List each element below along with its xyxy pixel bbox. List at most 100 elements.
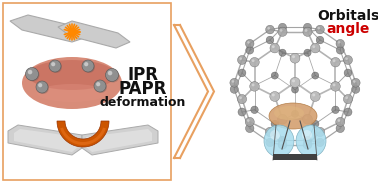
Circle shape [84, 62, 88, 66]
Circle shape [305, 116, 308, 119]
Circle shape [336, 46, 344, 54]
Circle shape [267, 27, 270, 30]
Circle shape [238, 69, 246, 77]
Circle shape [49, 60, 61, 72]
Circle shape [336, 39, 344, 48]
Circle shape [304, 49, 311, 56]
Circle shape [239, 96, 242, 99]
Circle shape [316, 138, 324, 147]
Circle shape [338, 41, 340, 44]
Circle shape [353, 80, 356, 83]
Polygon shape [14, 129, 78, 152]
Circle shape [338, 119, 340, 122]
Circle shape [279, 136, 287, 144]
Circle shape [271, 72, 278, 79]
Circle shape [315, 127, 325, 137]
Polygon shape [57, 121, 109, 147]
Circle shape [267, 129, 270, 132]
Text: PAPR: PAPR [119, 80, 167, 98]
Text: deformation: deformation [100, 96, 186, 109]
Circle shape [232, 80, 234, 83]
Circle shape [345, 57, 348, 60]
Circle shape [28, 70, 33, 74]
Circle shape [277, 114, 287, 124]
Circle shape [270, 92, 280, 101]
Circle shape [303, 140, 312, 149]
Circle shape [105, 68, 118, 81]
Circle shape [318, 27, 320, 30]
Circle shape [311, 120, 319, 128]
Circle shape [343, 94, 353, 104]
Circle shape [271, 120, 279, 128]
Circle shape [336, 124, 344, 132]
Text: angle: angle [326, 22, 370, 36]
Ellipse shape [28, 60, 116, 90]
Circle shape [251, 82, 258, 89]
Polygon shape [60, 128, 106, 145]
Circle shape [83, 61, 95, 73]
Ellipse shape [22, 57, 122, 109]
Circle shape [37, 82, 49, 94]
Circle shape [279, 23, 287, 31]
Circle shape [331, 57, 340, 67]
Circle shape [266, 36, 274, 44]
Circle shape [245, 124, 254, 132]
Circle shape [25, 68, 39, 81]
Circle shape [270, 43, 280, 53]
Polygon shape [82, 125, 158, 155]
Circle shape [247, 41, 250, 44]
Circle shape [305, 29, 308, 32]
Circle shape [344, 69, 352, 77]
Circle shape [230, 78, 239, 87]
Circle shape [50, 61, 62, 73]
Circle shape [317, 129, 320, 132]
Circle shape [333, 83, 336, 86]
Circle shape [96, 82, 100, 86]
Circle shape [290, 53, 300, 63]
Circle shape [230, 85, 239, 93]
Circle shape [333, 59, 336, 62]
Circle shape [250, 82, 259, 91]
Circle shape [312, 94, 315, 96]
Circle shape [331, 82, 340, 91]
Circle shape [310, 92, 320, 101]
Circle shape [239, 57, 242, 60]
Polygon shape [8, 125, 82, 155]
Circle shape [312, 45, 315, 48]
Circle shape [345, 96, 348, 99]
Circle shape [316, 36, 324, 44]
Circle shape [250, 57, 259, 67]
Circle shape [312, 72, 319, 79]
Circle shape [292, 55, 295, 58]
Circle shape [280, 29, 282, 32]
Circle shape [26, 68, 39, 81]
Circle shape [245, 39, 254, 48]
Circle shape [265, 127, 275, 137]
Circle shape [332, 82, 339, 89]
Polygon shape [86, 129, 152, 152]
Circle shape [304, 136, 311, 144]
Circle shape [280, 116, 282, 119]
Circle shape [278, 27, 287, 36]
Circle shape [266, 138, 274, 147]
Circle shape [237, 55, 246, 64]
Circle shape [280, 142, 282, 145]
Circle shape [351, 78, 360, 87]
Circle shape [238, 108, 246, 116]
Circle shape [291, 110, 299, 117]
Circle shape [69, 29, 75, 35]
Circle shape [252, 83, 254, 86]
Circle shape [305, 142, 308, 145]
Circle shape [51, 62, 55, 66]
Circle shape [316, 25, 324, 34]
Circle shape [251, 106, 258, 114]
Circle shape [332, 106, 339, 114]
Polygon shape [10, 15, 90, 42]
Circle shape [247, 119, 250, 122]
Circle shape [245, 117, 254, 126]
Circle shape [107, 70, 119, 83]
Circle shape [279, 49, 286, 56]
Circle shape [304, 23, 311, 31]
Circle shape [303, 114, 312, 124]
Circle shape [252, 59, 254, 62]
